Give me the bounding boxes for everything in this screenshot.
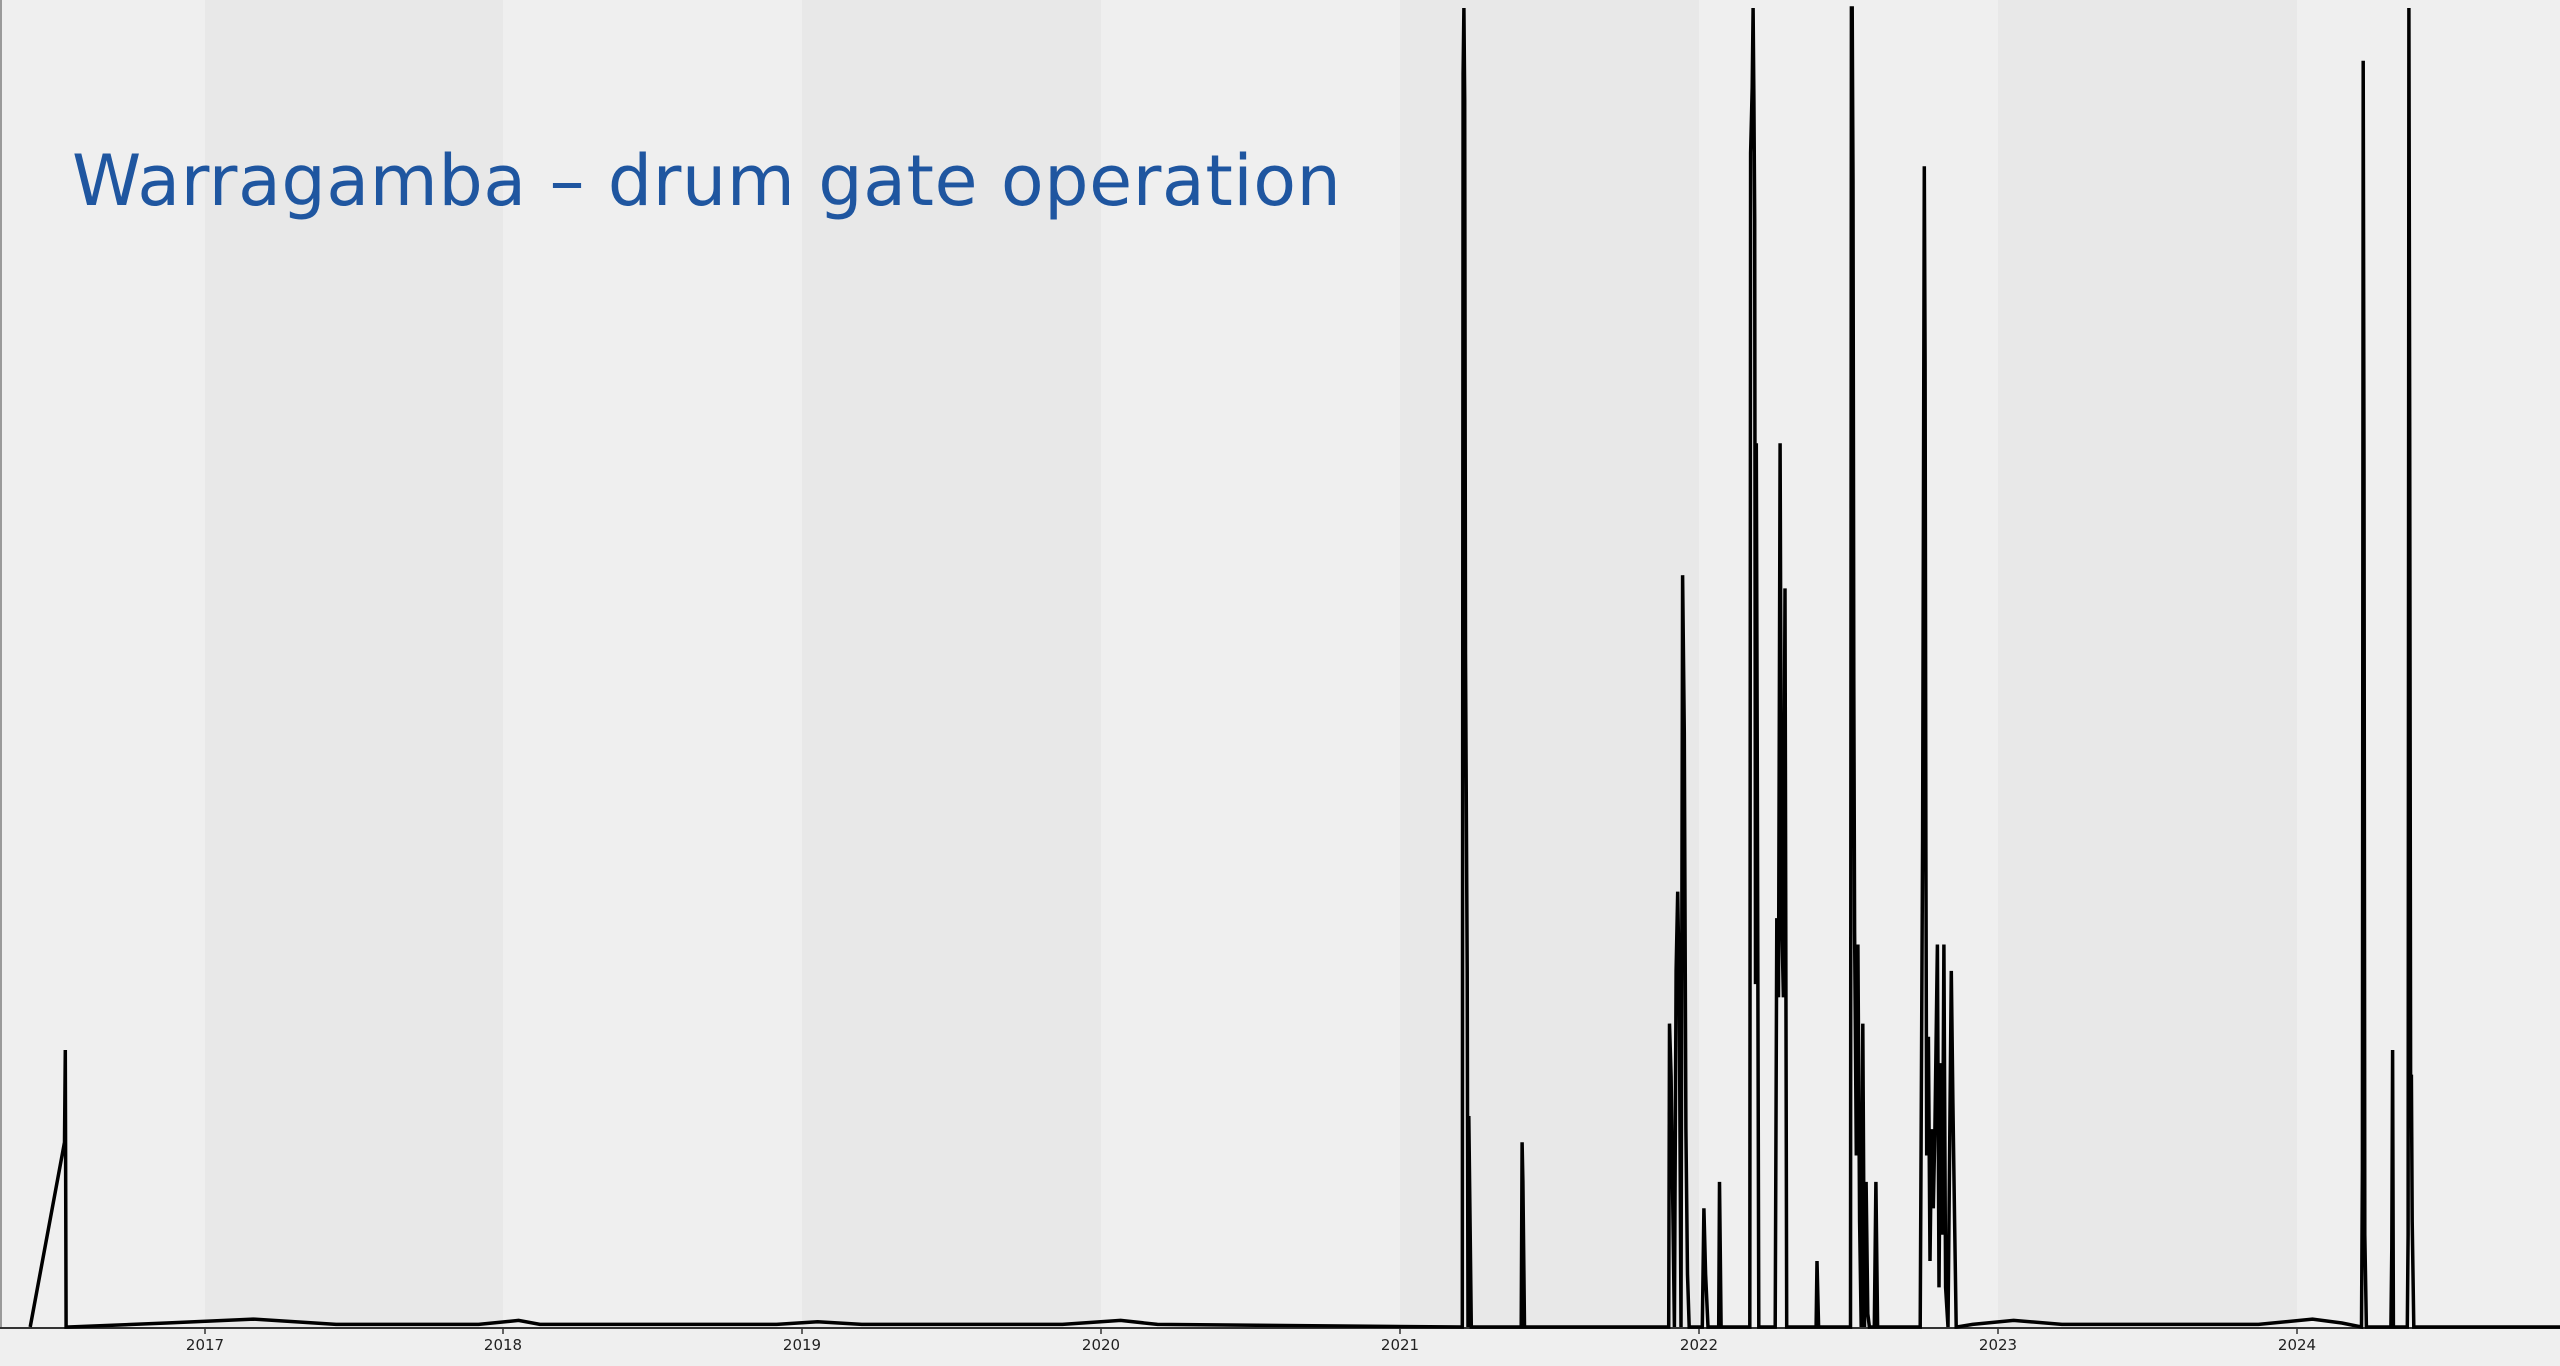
x-tick-label: 2019 <box>783 1336 821 1354</box>
series-line-0 <box>28 6 2560 1330</box>
year-band <box>205 0 503 1327</box>
year-band <box>2297 0 2560 1327</box>
year-bands <box>0 0 2560 1327</box>
chart-title: Warragamba – drum gate operation <box>72 140 1342 222</box>
x-tick-label: 2024 <box>2278 1336 2316 1354</box>
x-tick-label: 2018 <box>484 1336 522 1354</box>
year-band <box>1101 0 1400 1327</box>
year-band <box>1998 0 2297 1327</box>
year-band <box>1400 0 1699 1327</box>
x-tick-label: 2023 <box>1979 1336 2017 1354</box>
series-group <box>28 6 2560 1330</box>
x-tick-label: 2020 <box>1082 1336 1120 1354</box>
year-band <box>0 0 205 1327</box>
x-tick-label: 2022 <box>1680 1336 1718 1354</box>
year-band <box>802 0 1101 1327</box>
year-band <box>503 0 802 1327</box>
x-tick-label: 2017 <box>186 1336 224 1354</box>
x-tick-label: 2021 <box>1381 1336 1419 1354</box>
